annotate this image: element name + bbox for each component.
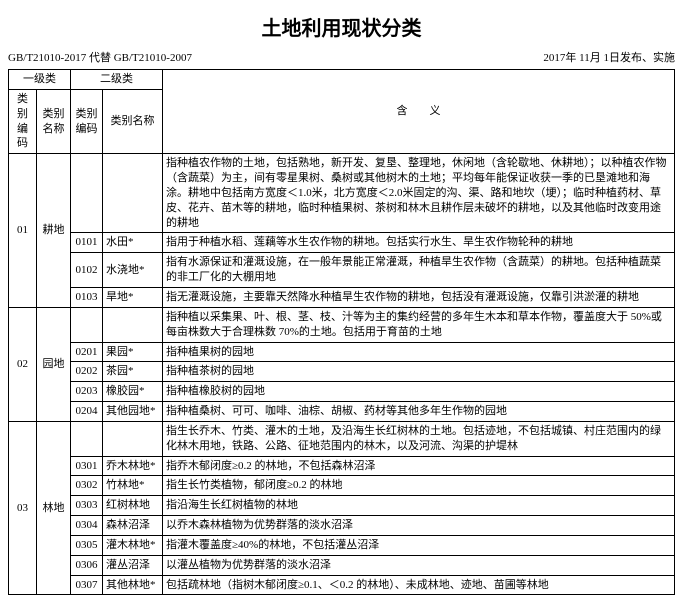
th-level2: 二级类 — [71, 70, 163, 90]
l2-code: 0302 — [71, 476, 103, 496]
l1-code: 01 — [9, 154, 37, 308]
table-row: 03林地指生长乔木、竹类、灌木的土地，及沿海生长红树林的土地。包括迹地，不包括城… — [9, 421, 675, 456]
l1-name: 耕地 — [37, 154, 71, 308]
l2-name: 竹林地* — [103, 476, 163, 496]
l2-code: 0303 — [71, 496, 103, 516]
l2-name: 橡胶园* — [103, 382, 163, 402]
l2-code-blank — [71, 154, 103, 233]
th-l1-code: 类别编码 — [9, 89, 37, 153]
l1-code: 03 — [9, 421, 37, 595]
l2-desc: 指有水源保证和灌溉设施，在一般年景能正常灌溉，种植旱生农作物（含蔬菜）的耕地。包… — [163, 253, 675, 288]
th-l2-name: 类别名称 — [103, 89, 163, 153]
l2-name: 红树林地 — [103, 496, 163, 516]
l1-desc: 指种植以采集果、叶、根、茎、枝、汁等为主的集约经营的多年生木本和草本作物，覆盖度… — [163, 307, 675, 342]
l2-code-blank — [71, 421, 103, 456]
th-level1: 一级类 — [9, 70, 71, 90]
l2-code: 0202 — [71, 362, 103, 382]
l2-code: 0201 — [71, 342, 103, 362]
l2-code: 0306 — [71, 555, 103, 575]
page-title: 土地利用现状分类 — [8, 12, 675, 41]
l2-code: 0304 — [71, 516, 103, 536]
l2-name: 旱地* — [103, 287, 163, 307]
standard-code: GB/T21010-2017 代替 GB/T21010-2007 — [8, 49, 192, 65]
table-row: 0301乔木林地*指乔木郁闭度≥0.2 的林地，不包括森林沼泽 — [9, 456, 675, 476]
l2-name: 其他林地* — [103, 575, 163, 595]
table-row: 0304森林沼泽以乔木森林植物为优势群落的淡水沼泽 — [9, 516, 675, 536]
publish-date: 2017年 11月 1日发布、实施 — [543, 49, 675, 65]
l2-name-blank — [103, 421, 163, 456]
l2-name: 灌丛沼泽 — [103, 555, 163, 575]
l1-name: 园地 — [37, 307, 71, 421]
table-row: 02园地指种植以采集果、叶、根、茎、枝、汁等为主的集约经营的多年生木本和草本作物… — [9, 307, 675, 342]
l2-name: 灌木林地* — [103, 535, 163, 555]
header-row-1: 一级类 二级类 含 义 — [9, 70, 675, 90]
table-row: 0102水浇地*指有水源保证和灌溉设施，在一般年景能正常灌溉，种植旱生农作物（含… — [9, 253, 675, 288]
l2-desc: 指种植橡胶树的园地 — [163, 382, 675, 402]
l2-name: 乔木林地* — [103, 456, 163, 476]
l2-desc: 指沿海生长红树植物的林地 — [163, 496, 675, 516]
l2-name: 水田* — [103, 233, 163, 253]
l2-code-blank — [71, 307, 103, 342]
l2-name: 水浇地* — [103, 253, 163, 288]
l2-desc: 包括疏林地（指树木郁闭度≥0.1、＜0.2 的林地）、未成林地、迹地、苗圃等林地 — [163, 575, 675, 595]
l2-desc: 以灌丛植物为优势群落的淡水沼泽 — [163, 555, 675, 575]
l2-code: 0102 — [71, 253, 103, 288]
l2-code: 0301 — [71, 456, 103, 476]
th-meaning: 含 义 — [163, 70, 675, 154]
l2-desc: 指乔木郁闭度≥0.2 的林地，不包括森林沼泽 — [163, 456, 675, 476]
table-row: 01耕地指种植农作物的土地，包括熟地，新开发、复垦、整理地，休闲地（含轮歇地、休… — [9, 154, 675, 233]
l1-code: 02 — [9, 307, 37, 421]
l2-code: 0101 — [71, 233, 103, 253]
table-row: 0203橡胶园*指种植橡胶树的园地 — [9, 382, 675, 402]
table-row: 0101水田*指用于种植水稻、莲藕等水生农作物的耕地。包括实行水生、旱生农作物轮… — [9, 233, 675, 253]
l2-name: 其他园地* — [103, 402, 163, 422]
l1-name: 林地 — [37, 421, 71, 595]
l2-name: 果园* — [103, 342, 163, 362]
table-row: 0303红树林地指沿海生长红树植物的林地 — [9, 496, 675, 516]
l2-name: 森林沼泽 — [103, 516, 163, 536]
l2-code: 0103 — [71, 287, 103, 307]
l2-code: 0307 — [71, 575, 103, 595]
l1-desc: 指生长乔木、竹类、灌木的土地，及沿海生长红树林的土地。包括迹地，不包括城镇、村庄… — [163, 421, 675, 456]
table-row: 0305灌木林地*指灌木覆盖度≥40%的林地，不包括灌丛沼泽 — [9, 535, 675, 555]
table-row: 0201果园*指种植果树的园地 — [9, 342, 675, 362]
l2-desc: 以乔木森林植物为优势群落的淡水沼泽 — [163, 516, 675, 536]
l2-name-blank — [103, 307, 163, 342]
table-row: 0307其他林地*包括疏林地（指树木郁闭度≥0.1、＜0.2 的林地）、未成林地… — [9, 575, 675, 595]
l1-desc: 指种植农作物的土地，包括熟地，新开发、复垦、整理地，休闲地（含轮歇地、休耕地）；… — [163, 154, 675, 233]
table-row: 0306灌丛沼泽以灌丛植物为优势群落的淡水沼泽 — [9, 555, 675, 575]
table-row: 0204其他园地*指种植桑树、可可、咖啡、油棕、胡椒、药材等其他多年生作物的园地 — [9, 402, 675, 422]
th-l1-name: 类别名称 — [37, 89, 71, 153]
table-row: 0302竹林地*指生长竹类植物，郁闭度≥0.2 的林地 — [9, 476, 675, 496]
table-row: 0202茶园*指种植茶树的园地 — [9, 362, 675, 382]
l2-code: 0305 — [71, 535, 103, 555]
l2-desc: 指灌木覆盖度≥40%的林地，不包括灌丛沼泽 — [163, 535, 675, 555]
table-row: 0103旱地*指无灌溉设施，主要靠天然降水种植旱生农作物的耕地，包括没有灌溉设施… — [9, 287, 675, 307]
l2-desc: 指无灌溉设施，主要靠天然降水种植旱生农作物的耕地，包括没有灌溉设施，仅靠引洪淤灌… — [163, 287, 675, 307]
l2-desc: 指种植果树的园地 — [163, 342, 675, 362]
l2-code: 0204 — [71, 402, 103, 422]
l2-name-blank — [103, 154, 163, 233]
l2-desc: 指生长竹类植物，郁闭度≥0.2 的林地 — [163, 476, 675, 496]
l2-desc: 指种植茶树的园地 — [163, 362, 675, 382]
l2-desc: 指用于种植水稻、莲藕等水生农作物的耕地。包括实行水生、旱生农作物轮种的耕地 — [163, 233, 675, 253]
l2-code: 0203 — [71, 382, 103, 402]
classification-table: 一级类 二级类 含 义 类别编码 类别名称 类别编码 类别名称 01耕地指种植农… — [8, 69, 675, 595]
l2-desc: 指种植桑树、可可、咖啡、油棕、胡椒、药材等其他多年生作物的园地 — [163, 402, 675, 422]
doc-header: GB/T21010-2017 代替 GB/T21010-2007 2017年 1… — [8, 49, 675, 65]
l2-name: 茶园* — [103, 362, 163, 382]
th-l2-code: 类别编码 — [71, 89, 103, 153]
